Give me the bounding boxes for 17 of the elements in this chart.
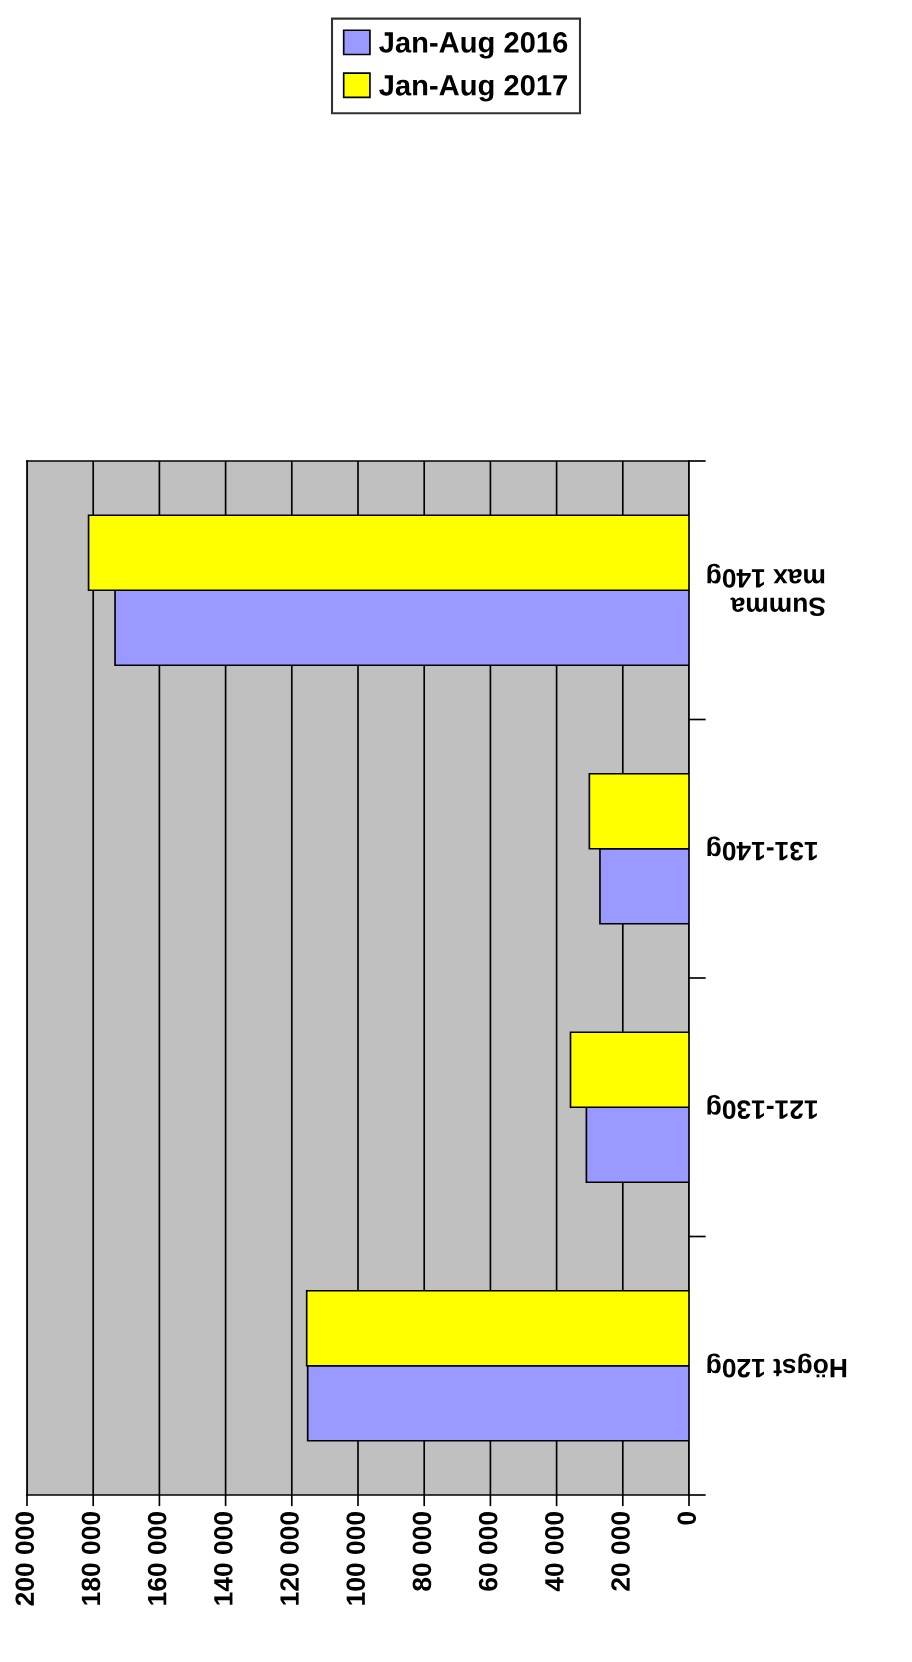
x-tick-label: 180 000 (81, 1512, 101, 1605)
y-tick-label: Summa max 140g (707, 563, 826, 617)
x-tick-label: 60 000 (478, 1512, 498, 1591)
y-tick-label: 131-140g (707, 836, 817, 861)
x-tick-label: 40 000 (545, 1512, 564, 1592)
y-tick-label: Högst 120g (707, 1353, 847, 1378)
x-tick-label: 80 000 (412, 1512, 432, 1591)
x-tick-label: 120 000 (280, 1512, 299, 1605)
x-tick-label: 200 000 (15, 1512, 35, 1606)
x-tick-label: 140 000 (214, 1512, 233, 1605)
x-tick-label: 160 000 (147, 1512, 167, 1605)
x-tick-label: 0 (677, 1512, 697, 1525)
y-tick-label: 121-130g (707, 1094, 817, 1119)
x-tick-label: 20 000 (611, 1512, 630, 1591)
legend-label: Jan-Aug 2017 (379, 74, 568, 102)
x-tick-label: 100 000 (346, 1512, 366, 1605)
legend-label: Jan-Aug 2016 (379, 32, 568, 59)
